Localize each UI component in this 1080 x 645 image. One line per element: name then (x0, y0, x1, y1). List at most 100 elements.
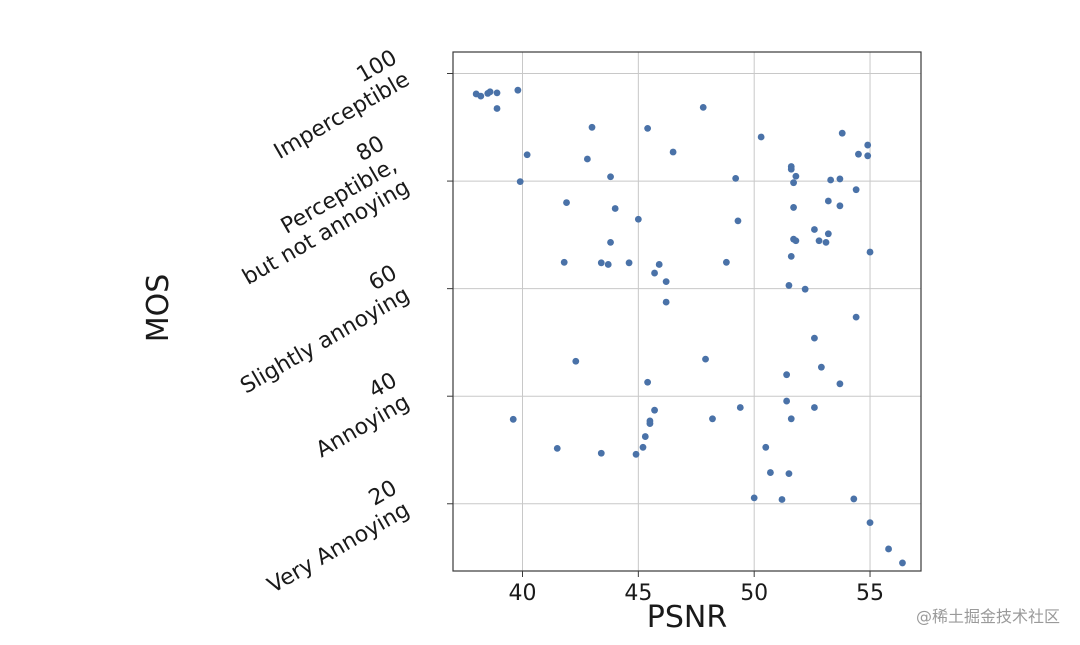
data-point (588, 123, 596, 131)
data-point (811, 404, 818, 411)
data-point (734, 217, 742, 225)
data-point (790, 204, 797, 211)
data-point (634, 215, 642, 223)
y-tick-label: 20Very Annoying (251, 476, 414, 599)
data-point (836, 202, 844, 210)
data-point (852, 313, 860, 321)
data-point (662, 298, 670, 306)
data-point (836, 175, 844, 183)
data-point (850, 495, 858, 503)
data-point (783, 371, 791, 379)
data-point (785, 282, 793, 289)
data-point (625, 259, 633, 267)
data-point (790, 179, 797, 187)
y-tick-label-text: 40Annoying (299, 368, 414, 463)
data-point (787, 252, 795, 260)
data-point (486, 88, 494, 96)
y-tick-label-text: 100Imperceptible (257, 45, 414, 164)
y-tick-label: 40Annoying (299, 368, 414, 463)
data-point (757, 133, 765, 141)
data-point (641, 433, 649, 440)
data-point (597, 449, 605, 457)
data-point (787, 165, 795, 173)
data-point (736, 404, 744, 411)
data-point (899, 559, 906, 567)
data-point (750, 494, 758, 502)
data-point (604, 261, 612, 268)
data-point (699, 103, 707, 111)
data-point (787, 415, 795, 423)
data-point (801, 285, 809, 293)
data-point (824, 197, 832, 205)
data-point (852, 186, 860, 194)
y-tick-label-text: 20Very Annoying (251, 476, 414, 599)
data-point (838, 129, 846, 137)
data-point (709, 415, 716, 423)
watermark: @稀土掘金技术社区 (915, 607, 1060, 626)
data-point (639, 443, 647, 451)
data-point (864, 152, 872, 160)
data-point (866, 519, 874, 526)
data-point (611, 205, 619, 212)
data-point (817, 363, 825, 371)
data-point (516, 178, 524, 186)
data-point (662, 278, 670, 286)
data-point (477, 92, 485, 100)
data-point (651, 269, 658, 277)
data-point (732, 174, 740, 182)
data-point (822, 238, 830, 246)
data-point (783, 397, 791, 405)
y-tick-label: 100Imperceptible (257, 45, 414, 164)
y-axis-title: MOS (141, 274, 176, 343)
data-point (836, 380, 844, 388)
x-tick-label: 45 (624, 581, 652, 606)
data-point (811, 226, 818, 233)
data-point (607, 173, 614, 181)
data-point (493, 89, 501, 97)
data-point (509, 415, 517, 423)
data-point (632, 450, 640, 458)
data-point (514, 86, 522, 94)
x-tick-label: 40 (509, 581, 537, 606)
x-axis-title: PSNR (647, 600, 727, 635)
data-point (597, 259, 605, 267)
plot-frame (452, 51, 922, 572)
data-point (767, 469, 774, 476)
data-point (651, 406, 658, 414)
data-point (702, 355, 709, 363)
data-point (762, 443, 770, 451)
y-tick-label-line: Imperceptible (270, 67, 414, 165)
data-point (785, 470, 793, 478)
data-point (493, 105, 501, 112)
y-tick-label-line: Very Annoying (263, 497, 414, 598)
data-point (523, 151, 531, 159)
data-point (722, 258, 730, 266)
data-point (824, 230, 832, 238)
x-axis-ticks: 40 45 50 55 (509, 571, 884, 606)
data-point (553, 444, 561, 452)
data-point (866, 248, 874, 256)
data-point (811, 334, 818, 342)
grid-lines (453, 52, 921, 571)
data-point (644, 124, 652, 132)
data-point (646, 420, 654, 428)
data-point (563, 199, 570, 206)
data-point (572, 357, 580, 365)
data-point (669, 148, 677, 156)
data-point (827, 176, 835, 184)
data-point (855, 150, 862, 158)
data-point (583, 155, 591, 163)
data-point (864, 141, 872, 149)
data-point (792, 237, 800, 245)
data-point (655, 261, 663, 268)
data-point (885, 545, 892, 553)
x-tick-label: 50 (740, 581, 768, 606)
data-point (644, 378, 652, 386)
data-point (792, 172, 800, 180)
data-point (560, 258, 568, 266)
x-tick-label: 55 (856, 581, 884, 606)
data-point (815, 237, 823, 245)
data-point (778, 496, 786, 503)
